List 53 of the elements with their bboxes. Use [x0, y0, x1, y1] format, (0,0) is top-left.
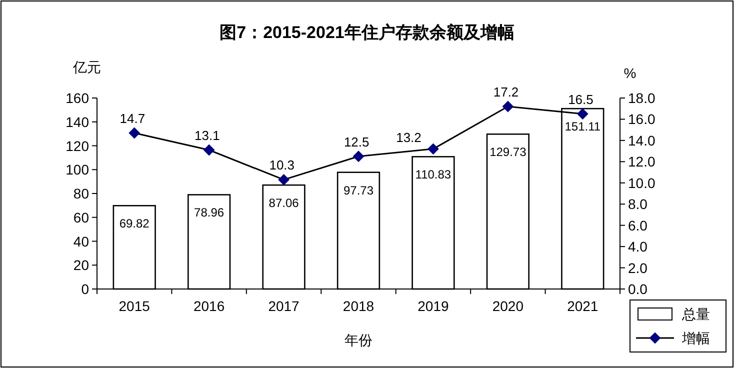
- data-label: 14.7: [120, 111, 146, 126]
- legend-label: 总量: [681, 306, 710, 322]
- y-tick-label: 60: [73, 209, 90, 226]
- point: [428, 143, 439, 154]
- data-label: 151.11: [564, 120, 601, 134]
- data-label: 87.06: [268, 196, 300, 210]
- data-label: 12.5: [344, 134, 370, 150]
- y-tick-label: 20: [73, 257, 90, 274]
- y2-tick-label: 6.0: [628, 217, 648, 234]
- x-tick-label: 2016: [193, 298, 225, 314]
- y2-tick-label: 12.0: [628, 154, 656, 170]
- y2-tick-label: 2.0: [628, 260, 648, 276]
- y-tick-label: 160: [66, 90, 90, 106]
- y2-axis-title: %: [624, 65, 636, 81]
- y2-tick-label: 18.0: [628, 90, 656, 106]
- data-label: 97.73: [343, 183, 374, 198]
- y2-tick-label: 14.0: [628, 132, 656, 148]
- y2-tick-label: 8.0: [628, 196, 648, 212]
- y2-tick-label: 16.0: [628, 111, 656, 128]
- legend-label: 增幅: [681, 330, 710, 346]
- point: [502, 100, 514, 112]
- y-axis-title: 亿元: [72, 59, 101, 75]
- y-tick-label: 0: [81, 281, 90, 297]
- x-axis-title: 年份: [344, 332, 372, 348]
- point: [128, 128, 140, 139]
- y-tick-label: 140: [66, 114, 90, 130]
- data-label: 13.2: [396, 130, 422, 145]
- point: [278, 174, 290, 186]
- data-label: 129.73: [490, 145, 527, 160]
- y-tick-label: 120: [66, 138, 90, 154]
- x-tick-label: 2017: [268, 298, 300, 314]
- y2-tick-label: 10.0: [628, 174, 656, 191]
- data-label: 13.1: [194, 128, 220, 143]
- data-label: 17.2: [493, 84, 519, 100]
- x-tick-label: 2019: [418, 298, 449, 314]
- y-tick-label: 80: [73, 186, 90, 202]
- x-tick-label: 2020: [492, 298, 524, 314]
- y-tick-label: 100: [66, 162, 90, 178]
- point: [353, 150, 364, 162]
- chart-title: 图7：2015-2021年住户存款余额及增幅: [220, 23, 514, 42]
- x-tick-label: 2015: [118, 298, 150, 314]
- y2-tick-label: 4.0: [628, 238, 648, 255]
- point: [204, 144, 215, 156]
- data-label: 78.96: [194, 206, 224, 220]
- x-tick-label: 2018: [342, 298, 374, 314]
- y2-tick-label: 0.0: [628, 281, 648, 297]
- x-tick-label: 2021: [567, 298, 598, 314]
- point: [577, 108, 588, 120]
- data-label: 16.5: [568, 92, 594, 107]
- data-label: 10.3: [269, 158, 295, 173]
- data-label: 69.82: [119, 216, 150, 231]
- data-label: 110.83: [415, 168, 452, 182]
- y-tick-label: 40: [73, 233, 90, 250]
